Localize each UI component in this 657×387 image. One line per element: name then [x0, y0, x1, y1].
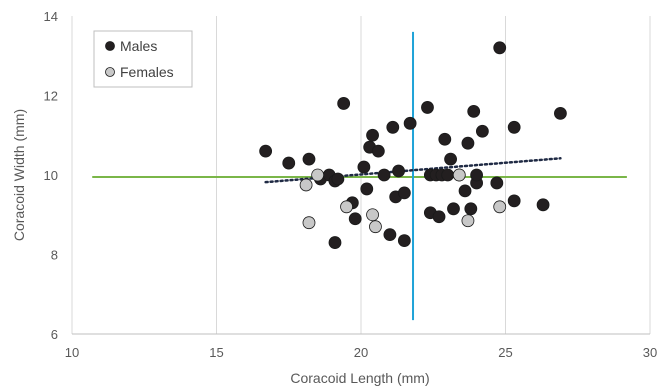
point-male-33: [447, 202, 460, 216]
point-female-0: [299, 178, 313, 192]
point-male-24: [421, 101, 434, 114]
y-tick-label-2: 10: [44, 168, 58, 183]
legend-label-females: Females: [120, 64, 174, 80]
y-tick-label-0: 6: [51, 327, 58, 342]
point-male-41: [475, 124, 489, 138]
data-points: [259, 41, 567, 249]
point-male-10: [348, 212, 362, 226]
point-male-23: [403, 116, 417, 130]
point-female-4: [366, 208, 379, 222]
point-male-18: [386, 120, 400, 134]
point-male-47: [554, 106, 567, 120]
x-tick-label-4: 30: [643, 345, 657, 360]
point-male-44: [507, 120, 521, 134]
point-male-37: [464, 202, 478, 216]
point-male-38: [467, 105, 481, 118]
point-male-14: [366, 128, 379, 142]
x-tick-label-3: 25: [498, 345, 512, 360]
point-female-2: [311, 168, 325, 182]
point-male-6: [337, 97, 351, 110]
point-male-40: [470, 168, 484, 182]
point-male-21: [397, 234, 411, 247]
point-female-5: [369, 220, 382, 234]
point-female-1: [302, 216, 316, 230]
point-male-0: [259, 144, 273, 158]
point-male-12: [360, 182, 374, 196]
y-axis-label: Coracoid Width (mm): [11, 109, 27, 241]
x-tick-labels: 10 15 20 25 30: [65, 345, 657, 360]
y-tick-label-1: 8: [51, 248, 58, 263]
y-tick-labels: 6 8 10 12 14: [44, 9, 58, 342]
point-male-20: [392, 164, 405, 178]
point-female-8: [493, 200, 507, 214]
reference-lines: [92, 31, 627, 321]
point-male-35: [458, 184, 472, 198]
x-axis-label: Coracoid Length (mm): [290, 370, 429, 386]
point-male-15: [371, 144, 385, 158]
y-tick-label-3: 12: [44, 89, 58, 104]
point-male-17: [383, 228, 397, 242]
point-male-11: [357, 160, 371, 174]
point-male-28: [432, 210, 446, 224]
y-tick-label-4: 14: [44, 9, 58, 24]
legend-marker-females: [105, 67, 115, 77]
point-male-7: [331, 172, 345, 186]
point-female-3: [340, 200, 353, 214]
legend-marker-males: [105, 41, 115, 51]
x-tick-label-1: 15: [209, 345, 223, 360]
x-tick-label-0: 10: [65, 345, 79, 360]
point-male-30: [438, 132, 452, 146]
point-male-8: [328, 236, 342, 249]
point-male-36: [461, 136, 475, 150]
point-male-32: [444, 152, 457, 166]
point-male-45: [507, 194, 521, 208]
point-male-31: [441, 168, 455, 182]
point-male-43: [493, 41, 507, 55]
point-male-42: [490, 176, 504, 190]
point-male-46: [536, 198, 550, 212]
point-female-7: [461, 214, 475, 228]
x-tick-label-2: 20: [354, 345, 368, 360]
point-male-16: [377, 168, 391, 182]
legend: Males Females: [93, 30, 193, 88]
point-male-1: [282, 156, 296, 170]
point-male-2: [302, 152, 316, 166]
legend-label-males: Males: [120, 38, 157, 54]
point-male-22: [397, 186, 411, 200]
legend-box: [93, 30, 193, 88]
point-female-6: [452, 168, 466, 182]
